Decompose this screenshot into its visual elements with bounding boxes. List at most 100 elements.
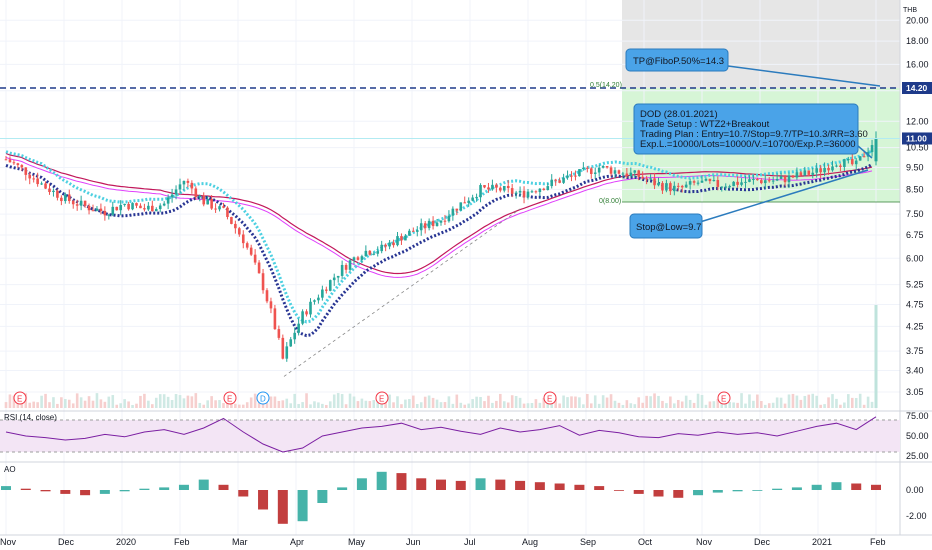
candle-body[interactable]: [463, 202, 467, 204]
candle-body[interactable]: [202, 195, 206, 205]
candle-body[interactable]: [593, 172, 597, 174]
candle-body[interactable]: [261, 273, 265, 291]
date-axis[interactable]: Nov Dec 2020 Feb Mar Apr May Jun Jul Aug Sep Oct Nov…: [0, 537, 886, 547]
candle-body[interactable]: [412, 230, 415, 232]
candle-body[interactable]: [16, 163, 20, 166]
candle-body[interactable]: [182, 180, 186, 185]
candle-body[interactable]: [491, 184, 494, 190]
candle-body[interactable]: [692, 181, 696, 183]
candle-body[interactable]: [467, 200, 470, 203]
candle-body[interactable]: [75, 204, 79, 206]
candle-body[interactable]: [301, 311, 304, 324]
candle-body[interactable]: [680, 185, 684, 188]
candle-body[interactable]: [756, 179, 759, 181]
candle-body[interactable]: [779, 176, 783, 179]
candle-body[interactable]: [166, 197, 170, 204]
candle-body[interactable]: [783, 176, 787, 183]
candle-body[interactable]: [24, 167, 28, 175]
candle-body[interactable]: [293, 332, 296, 340]
candle-body[interactable]: [52, 190, 55, 193]
candle-body[interactable]: [605, 165, 609, 168]
candle-body[interactable]: [4, 159, 8, 161]
candle-body[interactable]: [71, 201, 75, 205]
candle-body[interactable]: [558, 180, 561, 183]
candle-body[interactable]: [238, 228, 241, 235]
candle-body[interactable]: [870, 145, 874, 153]
candle-body[interactable]: [28, 174, 32, 179]
candle-body[interactable]: [332, 277, 336, 281]
candle-body[interactable]: [435, 222, 439, 227]
candle-body[interactable]: [36, 178, 39, 185]
candle-body[interactable]: [712, 179, 716, 182]
candle-body[interactable]: [265, 290, 269, 302]
candle-body[interactable]: [499, 187, 502, 191]
candle-body[interactable]: [95, 208, 99, 211]
candle-body[interactable]: [823, 167, 826, 173]
candle-body[interactable]: [218, 206, 221, 210]
candle-body[interactable]: [744, 181, 747, 183]
candle-body[interactable]: [843, 159, 846, 167]
candle-body[interactable]: [637, 170, 641, 177]
candle-body[interactable]: [372, 253, 376, 255]
candle-body[interactable]: [340, 264, 344, 276]
candle-body[interactable]: [431, 220, 435, 227]
candle-body[interactable]: [574, 175, 577, 177]
candle-body[interactable]: [704, 178, 708, 181]
candle-body[interactable]: [348, 260, 352, 270]
candle-body[interactable]: [661, 183, 664, 191]
candle-body[interactable]: [475, 196, 478, 198]
candle-body[interactable]: [862, 156, 866, 158]
candle-body[interactable]: [700, 180, 704, 183]
candle-body[interactable]: [376, 251, 380, 254]
candle-body[interactable]: [582, 167, 585, 170]
candle-body[interactable]: [566, 175, 569, 178]
candle-body[interactable]: [313, 300, 316, 302]
rsi-line[interactable]: [5, 416, 877, 453]
candle-body[interactable]: [40, 183, 43, 185]
candle-body[interactable]: [613, 170, 617, 174]
candle-body[interactable]: [835, 165, 838, 167]
candle-body[interactable]: [67, 194, 71, 202]
candle-body[interactable]: [530, 191, 534, 193]
candle-body[interactable]: [657, 183, 660, 186]
candle-body[interactable]: [427, 220, 431, 229]
price-axis[interactable]: 20.0018.0016.0014.0012.0010.509.508.507.…: [902, 15, 932, 521]
candle-body[interactable]: [415, 230, 419, 232]
candle-body[interactable]: [356, 257, 360, 260]
candle-body[interactable]: [688, 181, 692, 185]
candle-body[interactable]: [522, 190, 526, 198]
candle-body[interactable]: [230, 216, 233, 224]
candle-body[interactable]: [767, 180, 771, 182]
candle-body[interactable]: [400, 236, 403, 241]
candle-body[interactable]: [728, 186, 731, 188]
candle-body[interactable]: [147, 205, 150, 210]
candle-body[interactable]: [158, 205, 162, 210]
candle-body[interactable]: [352, 257, 356, 261]
candle-body[interactable]: [392, 242, 395, 246]
candle-body[interactable]: [665, 183, 668, 191]
candle-body[interactable]: [277, 329, 281, 338]
candle-body[interactable]: [641, 176, 644, 179]
candle-body[interactable]: [586, 167, 589, 169]
candle-body[interactable]: [107, 214, 111, 216]
candle-body[interactable]: [847, 159, 850, 161]
candle-body[interactable]: [20, 165, 24, 168]
candle-body[interactable]: [684, 184, 688, 188]
candle-body[interactable]: [281, 337, 285, 359]
candle-body[interactable]: [396, 236, 399, 246]
candle-body[interactable]: [502, 185, 506, 191]
event-marker[interactable]: [223, 391, 237, 405]
candle-body[interactable]: [625, 173, 629, 177]
candle-body[interactable]: [455, 208, 459, 211]
candle-body[interactable]: [570, 175, 573, 177]
candle-body[interactable]: [720, 186, 724, 188]
candle-body[interactable]: [471, 197, 474, 201]
event-marker[interactable]: [717, 391, 731, 405]
candle-body[interactable]: [174, 189, 178, 195]
rsi-pane[interactable]: [0, 416, 900, 453]
candle-body[interactable]: [609, 167, 613, 174]
candle-body[interactable]: [827, 167, 830, 171]
candle-body[interactable]: [154, 209, 158, 212]
candle-body[interactable]: [696, 182, 700, 184]
